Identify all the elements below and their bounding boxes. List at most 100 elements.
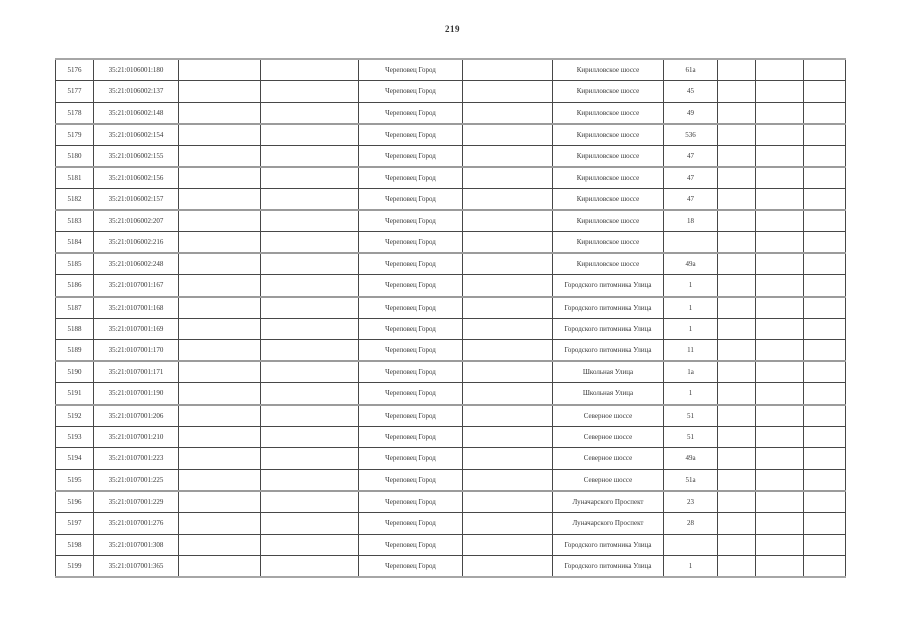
table-cell: 35:21:0106002:207 — [93, 209, 179, 233]
table-cell — [178, 209, 261, 233]
table-body: 5176 35:21:0106001:180 Череповец Город Кири… — [55, 58, 846, 579]
table-cell — [803, 360, 846, 384]
table-cell: 5189 — [55, 339, 94, 362]
table-cell: Кирилловское шоссе — [552, 101, 664, 125]
table-cell — [717, 425, 756, 449]
table-cell — [462, 252, 553, 276]
table-cell — [260, 425, 359, 449]
table-cell: Череповец Город — [358, 209, 463, 233]
table-cell — [462, 231, 553, 254]
table-cell: 51а — [663, 468, 718, 492]
table-cell — [803, 555, 846, 579]
table-row: 5197 35:21:0107001:276 Череповец Город Луна… — [55, 511, 846, 535]
table-cell: 5183 — [55, 209, 94, 233]
table-cell — [462, 317, 553, 341]
table-cell — [663, 231, 718, 254]
table-cell: 5190 — [55, 360, 94, 384]
table-cell — [717, 317, 756, 341]
table-cell — [755, 274, 804, 298]
table-cell — [803, 403, 846, 427]
table-row: 5182 35:21:0106002:157 Череповец Город Кири… — [55, 188, 846, 211]
table-cell — [462, 489, 553, 513]
table-cell — [755, 295, 804, 319]
table-cell — [755, 425, 804, 449]
table-cell: 47 — [663, 188, 718, 211]
table-cell — [462, 295, 553, 319]
table-cell — [755, 188, 804, 211]
table-cell — [755, 252, 804, 276]
table-cell — [260, 295, 359, 319]
table-cell — [755, 144, 804, 168]
table-cell — [462, 58, 553, 82]
table-cell: Городского питомника Улица — [552, 533, 664, 557]
table-cell — [717, 533, 756, 557]
table-row: 5189 35:21:0107001:170 Череповец Город Горо… — [55, 339, 846, 362]
table-cell — [717, 511, 756, 535]
table-cell: 1 — [663, 317, 718, 341]
table-cell: 35:21:0106001:180 — [93, 58, 179, 82]
table-cell — [260, 252, 359, 276]
table-cell — [260, 274, 359, 298]
table-cell — [755, 80, 804, 103]
table-cell: 5185 — [55, 252, 94, 276]
table-cell — [803, 209, 846, 233]
table-cell — [178, 144, 261, 168]
table-cell — [717, 489, 756, 513]
table-cell: 5176 — [55, 58, 94, 82]
table-cell — [462, 468, 553, 492]
table-cell — [462, 80, 553, 103]
table-cell — [260, 188, 359, 211]
table-cell: Кирилловское шоссе — [552, 80, 664, 103]
table-row: 5195 35:21:0107001:225 Череповец Город Севе… — [55, 468, 846, 492]
table-cell — [717, 58, 756, 82]
table-cell — [803, 317, 846, 341]
table-cell — [260, 382, 359, 405]
table-row: 5192 35:21:0107001:206 Череповец Город Севе… — [55, 403, 846, 427]
table-cell: 28 — [663, 511, 718, 535]
table-cell: 35:21:0107001:223 — [93, 447, 179, 470]
cadastral-table: 5176 35:21:0106001:180 Череповец Город Кири… — [55, 58, 846, 579]
table-cell — [803, 511, 846, 535]
table-cell — [462, 403, 553, 427]
table-cell — [717, 274, 756, 298]
table-cell — [178, 188, 261, 211]
table-cell — [260, 533, 359, 557]
table-cell: Школьная Улица — [552, 360, 664, 384]
table-cell — [178, 339, 261, 362]
table-cell — [803, 382, 846, 405]
table-cell: 35:21:0107001:365 — [93, 555, 179, 579]
table-cell: Череповец Город — [358, 339, 463, 362]
table-cell: Череповец Город — [358, 468, 463, 492]
table-cell: Череповец Город — [358, 295, 463, 319]
table-cell: Северное шоссе — [552, 447, 664, 470]
table-cell — [260, 231, 359, 254]
table-cell — [462, 425, 553, 449]
table-cell — [803, 274, 846, 298]
table-cell: 35:21:0106002:154 — [93, 122, 179, 146]
table-cell — [260, 122, 359, 146]
table-cell: Городского питомника Улица — [552, 295, 664, 319]
table-cell — [717, 555, 756, 579]
table-cell — [803, 122, 846, 146]
table-cell: 35:21:0107001:308 — [93, 533, 179, 557]
table-cell: 5179 — [55, 122, 94, 146]
table-cell — [462, 101, 553, 125]
table-cell: 23 — [663, 489, 718, 513]
table-cell: Кирилловское шоссе — [552, 144, 664, 168]
table-cell — [755, 468, 804, 492]
table-cell: Луначарского Проспект — [552, 489, 664, 513]
table-cell: 51 — [663, 425, 718, 449]
table-cell — [178, 274, 261, 298]
table-row: 5194 35:21:0107001:223 Череповец Город Севе… — [55, 447, 846, 470]
table-cell: Череповец Город — [358, 165, 463, 190]
table-cell: Школьная Улица — [552, 382, 664, 405]
table-cell — [755, 403, 804, 427]
table-cell: Луначарского Проспект — [552, 511, 664, 535]
table-cell: Череповец Город — [358, 555, 463, 579]
table-cell — [260, 468, 359, 492]
table-cell — [755, 317, 804, 341]
table-cell: Череповец Город — [358, 80, 463, 103]
table-cell — [803, 339, 846, 362]
table-cell — [178, 447, 261, 470]
table-row: 5179 35:21:0106002:154 Череповец Город Кири… — [55, 122, 846, 146]
